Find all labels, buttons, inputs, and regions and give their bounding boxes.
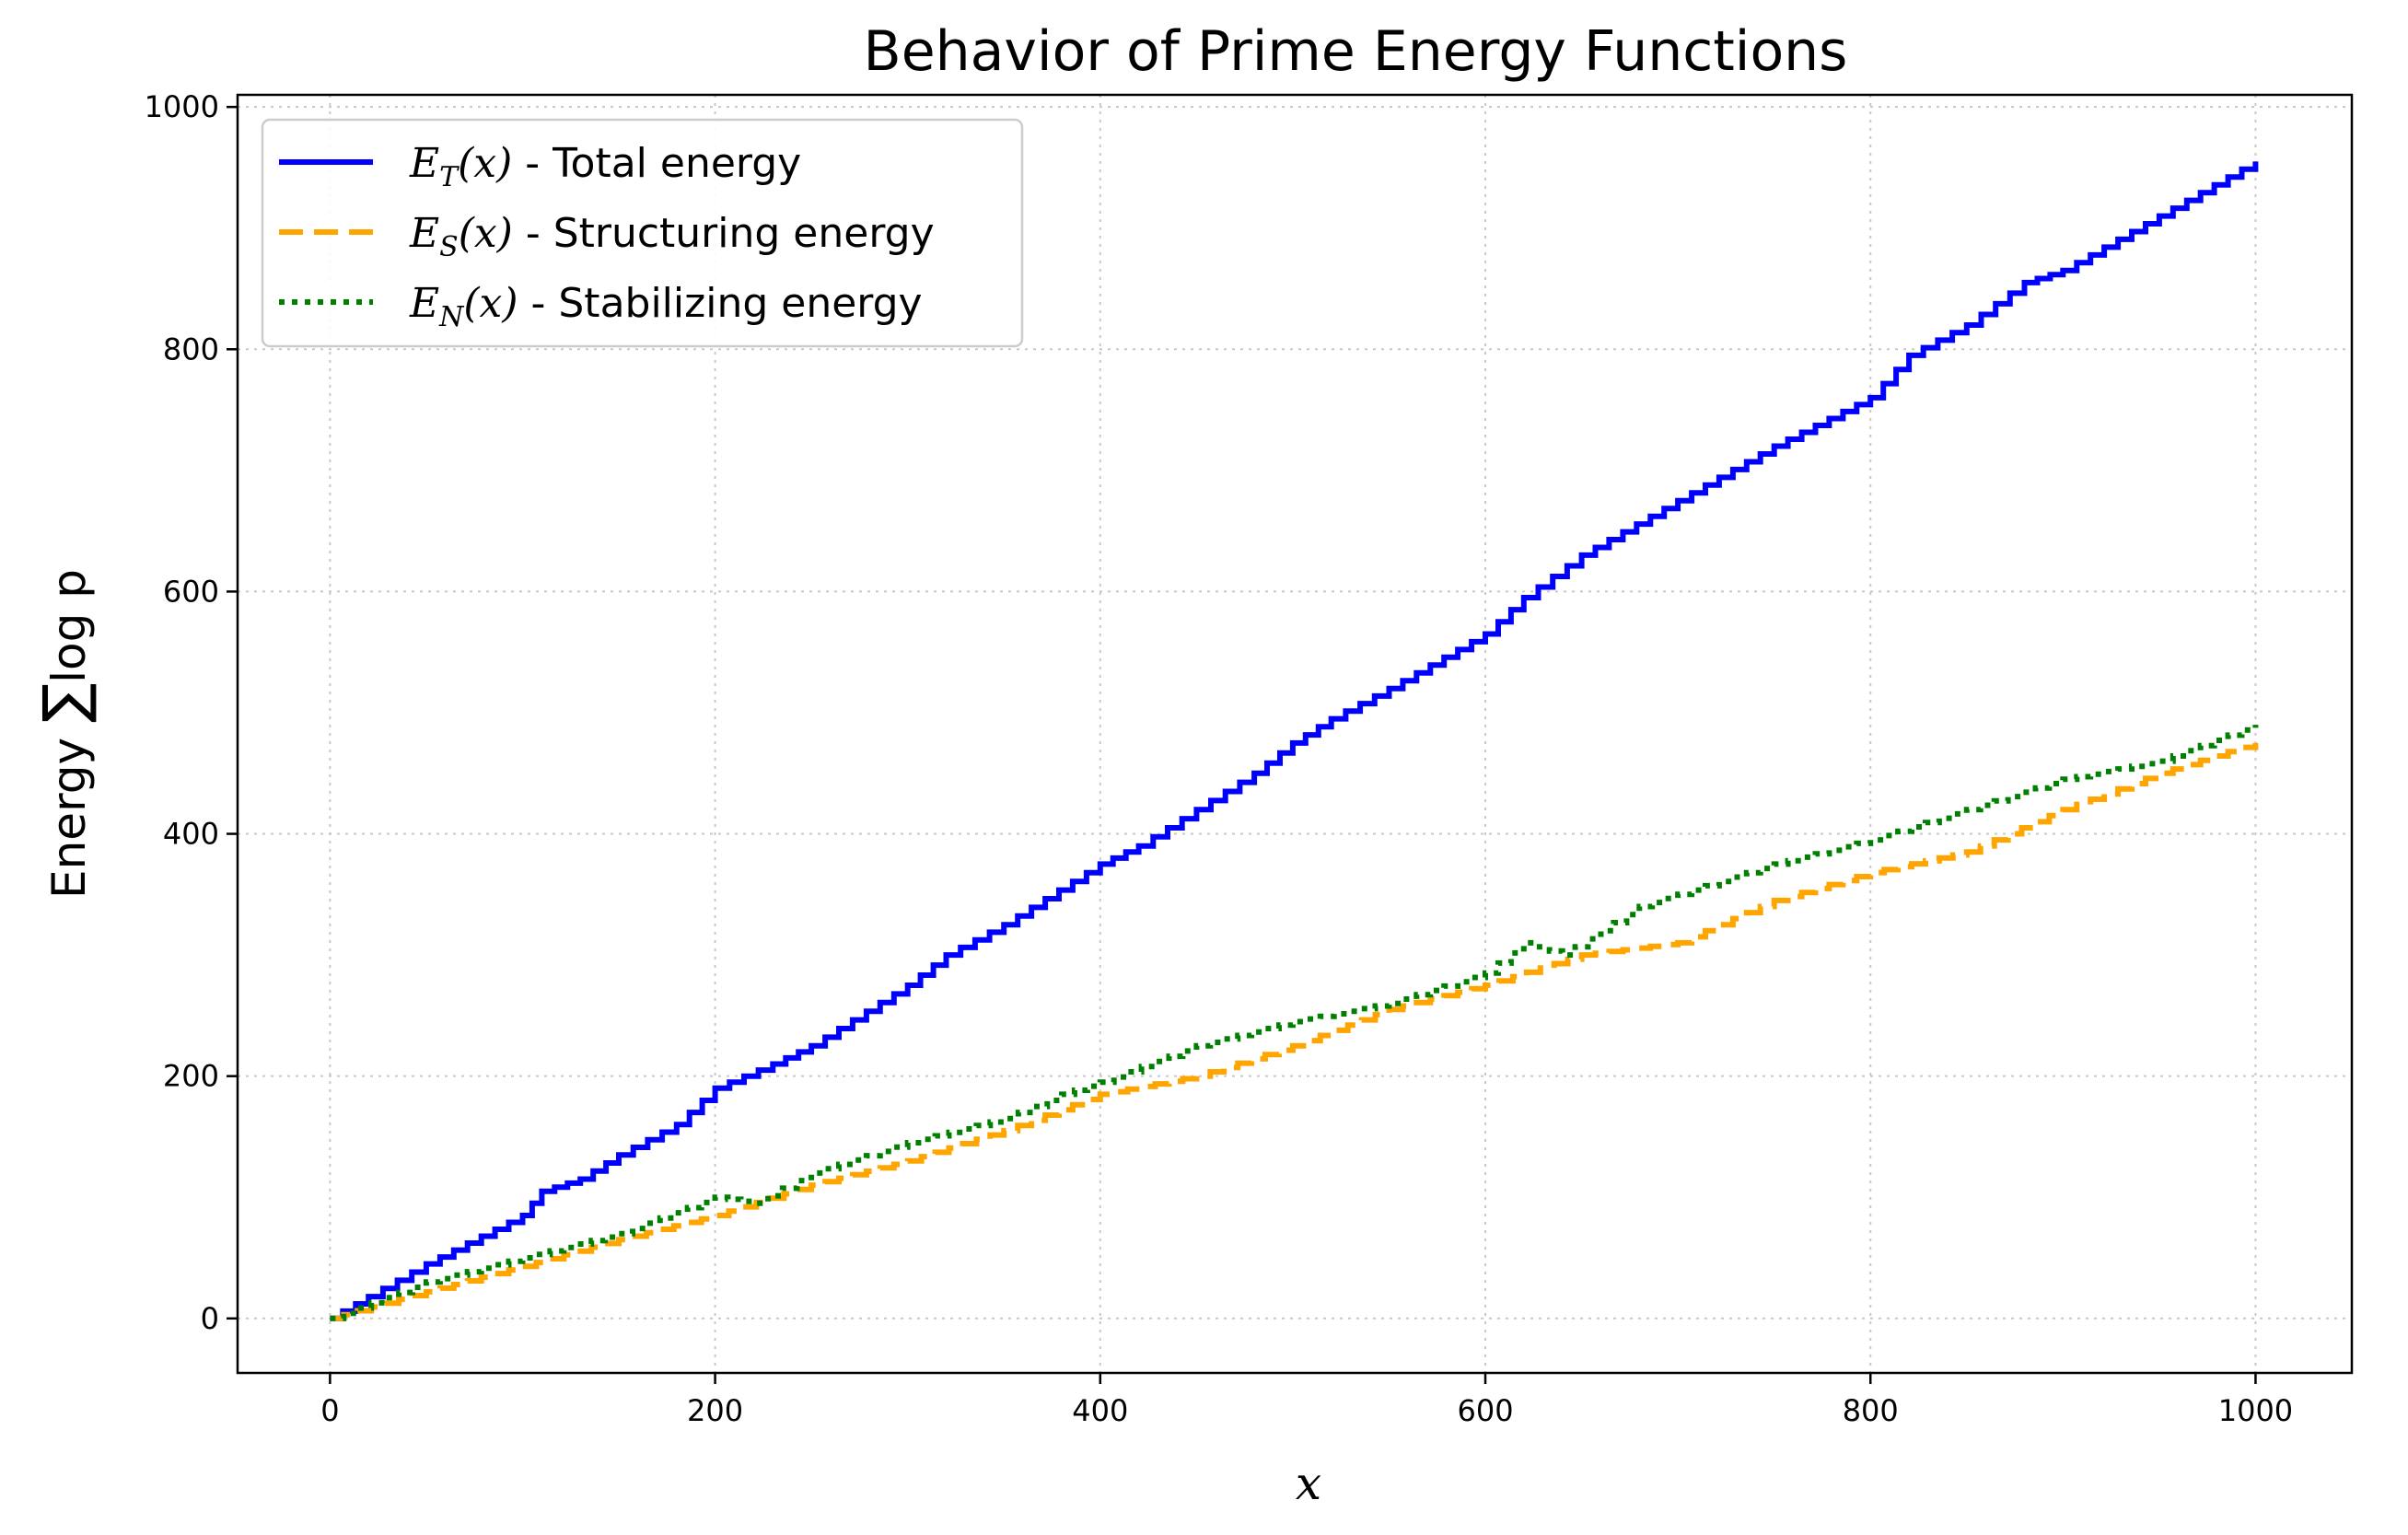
plot-lines [330,161,2259,1321]
plot-frame [236,93,2354,1375]
y-tick-label: 600 [163,574,219,609]
series-line-3 [330,725,2259,1321]
x-tick-label: 1000 [2218,1393,2293,1428]
x-axis-label: x [1296,1457,1321,1510]
y-axis-label: Energy ∑log p [31,569,99,899]
legend-label: ET(x) - Total energy [409,140,801,193]
x-tick-label: 0 [320,1393,339,1428]
legend-label: EN(x) - Stabilizing energy [409,280,923,333]
x-tick-label: 600 [1457,1393,1513,1428]
x-tick-label: 400 [1072,1393,1128,1428]
legend: ET(x) - Total energy ES(x) - Structuring … [261,118,1024,348]
svg-text:Energy ∑log p: Energy ∑log p [31,569,99,899]
legend-box [261,118,1024,348]
y-tick-label: 200 [163,1059,219,1094]
grid [238,95,2352,1373]
y-tick-label: 800 [163,331,219,366]
y-tick-label: 400 [163,817,219,852]
x-tick-label: 200 [687,1393,743,1428]
legend-label: ES(x) - Structuring energy [409,210,935,263]
series-line-1 [330,161,2259,1321]
y-tick-label: 0 [201,1301,219,1336]
axis-ticks: 0 200 400 600 800 1000 0 200 400 600 800 1000 [145,89,2294,1428]
chart-title: Behavior of Prime Energy Functions [864,19,1848,84]
series-line-2 [330,742,2259,1321]
x-tick-label: 800 [1843,1393,1899,1428]
y-tick-label: 1000 [145,89,219,124]
